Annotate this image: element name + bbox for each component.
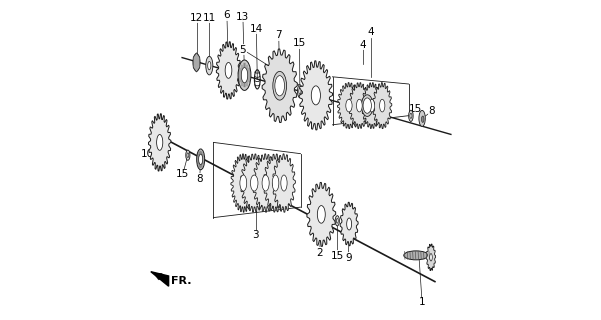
Text: 13: 13 (236, 12, 249, 22)
Text: 10: 10 (141, 148, 154, 159)
Text: 8: 8 (197, 173, 203, 184)
Ellipse shape (225, 62, 232, 78)
Text: 5: 5 (240, 44, 246, 55)
Text: 7: 7 (275, 30, 282, 40)
Ellipse shape (317, 206, 325, 223)
Ellipse shape (346, 99, 352, 112)
Text: 1: 1 (419, 297, 426, 308)
Ellipse shape (273, 71, 287, 100)
Ellipse shape (272, 175, 279, 191)
Ellipse shape (193, 53, 200, 71)
Text: FR.: FR. (171, 276, 192, 286)
Polygon shape (362, 83, 382, 129)
Ellipse shape (297, 85, 302, 98)
Text: 6: 6 (224, 10, 230, 20)
Polygon shape (253, 154, 278, 212)
Ellipse shape (206, 56, 213, 75)
Ellipse shape (238, 60, 251, 91)
Polygon shape (338, 83, 361, 129)
Text: 4: 4 (367, 27, 374, 37)
Ellipse shape (208, 61, 211, 70)
Ellipse shape (419, 110, 426, 126)
Text: 2: 2 (316, 248, 323, 258)
Polygon shape (231, 154, 255, 212)
Ellipse shape (262, 175, 269, 191)
Text: 3: 3 (252, 230, 259, 240)
Text: 8: 8 (429, 106, 435, 116)
Ellipse shape (363, 98, 371, 113)
Ellipse shape (361, 95, 373, 116)
Text: 15: 15 (176, 169, 189, 180)
Ellipse shape (347, 218, 352, 230)
Ellipse shape (410, 113, 412, 118)
Ellipse shape (430, 253, 432, 261)
Ellipse shape (241, 68, 248, 83)
Polygon shape (262, 49, 297, 123)
Text: 15: 15 (409, 104, 423, 114)
Text: 15: 15 (293, 38, 306, 48)
Text: 11: 11 (203, 12, 216, 23)
Ellipse shape (380, 99, 385, 112)
Polygon shape (148, 114, 171, 171)
Text: 4: 4 (359, 40, 366, 50)
Ellipse shape (197, 149, 205, 170)
Ellipse shape (311, 86, 320, 105)
Ellipse shape (240, 175, 246, 191)
Text: 12: 12 (190, 12, 203, 23)
Text: 9: 9 (345, 252, 352, 263)
Text: 14: 14 (249, 24, 263, 34)
Ellipse shape (299, 88, 301, 94)
Polygon shape (349, 83, 370, 129)
Polygon shape (273, 154, 295, 212)
Ellipse shape (335, 216, 340, 226)
Polygon shape (307, 182, 336, 246)
Polygon shape (373, 83, 392, 129)
Ellipse shape (409, 110, 413, 122)
Ellipse shape (157, 134, 163, 150)
Polygon shape (426, 244, 436, 271)
Ellipse shape (337, 219, 338, 223)
Ellipse shape (356, 99, 362, 112)
Ellipse shape (187, 153, 189, 157)
Ellipse shape (275, 76, 284, 96)
Text: 15: 15 (331, 251, 344, 261)
Ellipse shape (421, 116, 424, 123)
Polygon shape (216, 42, 240, 99)
Ellipse shape (369, 99, 374, 112)
Polygon shape (299, 61, 332, 130)
Ellipse shape (199, 154, 203, 164)
Polygon shape (264, 154, 287, 212)
Ellipse shape (251, 175, 258, 191)
Polygon shape (240, 154, 268, 212)
Polygon shape (340, 202, 358, 246)
Ellipse shape (186, 150, 190, 160)
Ellipse shape (281, 175, 287, 191)
Polygon shape (151, 272, 169, 286)
Polygon shape (193, 53, 200, 72)
Ellipse shape (404, 251, 429, 260)
